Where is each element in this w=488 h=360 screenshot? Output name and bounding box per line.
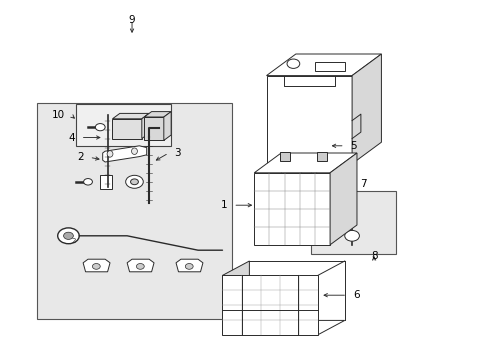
Text: 7: 7 <box>360 179 366 189</box>
Circle shape <box>286 59 299 68</box>
Polygon shape <box>281 164 310 173</box>
Text: 4: 4 <box>68 132 75 143</box>
Circle shape <box>125 175 143 188</box>
Bar <box>100 175 112 189</box>
Polygon shape <box>112 113 149 119</box>
Polygon shape <box>83 259 110 272</box>
Polygon shape <box>163 112 171 140</box>
Text: 2: 2 <box>71 238 75 244</box>
Text: 9: 9 <box>128 15 135 25</box>
Bar <box>76 104 171 146</box>
Text: 8: 8 <box>370 251 377 261</box>
Circle shape <box>83 179 92 185</box>
Text: 5: 5 <box>350 141 357 151</box>
Text: 6: 6 <box>352 290 359 300</box>
Ellipse shape <box>131 148 137 154</box>
Polygon shape <box>222 261 249 335</box>
Bar <box>310 191 395 254</box>
Polygon shape <box>222 320 344 335</box>
Bar <box>112 119 142 139</box>
Circle shape <box>63 232 73 239</box>
Circle shape <box>329 209 339 216</box>
Polygon shape <box>176 259 203 272</box>
Circle shape <box>130 179 138 185</box>
Circle shape <box>136 264 144 269</box>
Polygon shape <box>127 259 154 272</box>
Polygon shape <box>144 112 171 117</box>
Ellipse shape <box>107 150 113 157</box>
Polygon shape <box>102 146 146 162</box>
Polygon shape <box>222 275 317 335</box>
Polygon shape <box>254 153 356 173</box>
Bar <box>144 117 163 140</box>
Polygon shape <box>142 113 149 139</box>
Polygon shape <box>351 54 381 164</box>
Polygon shape <box>329 153 356 245</box>
Circle shape <box>92 264 100 269</box>
Text: 2: 2 <box>77 152 83 162</box>
Text: 1: 1 <box>220 200 227 210</box>
Text: 3: 3 <box>174 148 181 158</box>
Circle shape <box>95 123 105 131</box>
Bar <box>254 173 329 245</box>
Circle shape <box>185 264 193 269</box>
Text: 10: 10 <box>52 110 65 120</box>
Polygon shape <box>266 54 381 76</box>
Bar <box>316 152 326 161</box>
Circle shape <box>344 230 359 241</box>
Bar <box>280 152 289 161</box>
Circle shape <box>58 228 79 244</box>
Bar <box>266 76 351 164</box>
Bar <box>37 103 232 319</box>
Bar <box>315 62 344 71</box>
